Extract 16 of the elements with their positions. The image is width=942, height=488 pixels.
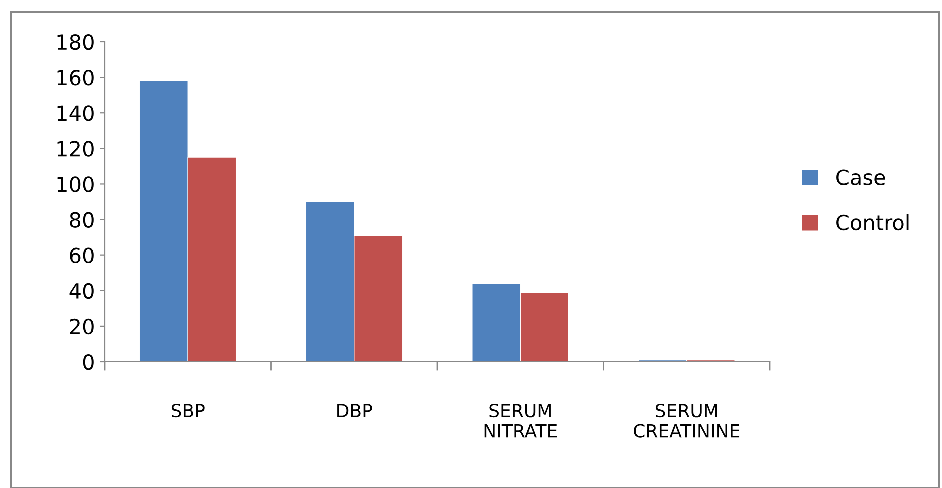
y-tick-label: 40 [70,283,94,300]
y-tick-label: 0 [83,354,94,370]
legend-label: Case [836,170,886,186]
y-tick-label: 20 [70,318,94,335]
y-tick-label: 100 [58,176,94,192]
y-tick-label: 140 [58,106,94,122]
x-tick-label: SERUM NITRATE [484,404,558,438]
y-tick-label: 160 [58,70,94,86]
x-tick-label: DBP [338,404,372,418]
y-tick-label: 180 [58,34,94,50]
legend-label: Control [836,214,909,231]
y-tick-label: 120 [58,141,94,157]
y-tick-label: 60 [70,248,94,264]
x-tick-label: SERUM CREATININE [634,404,740,438]
x-tick-label: SBP [172,404,205,418]
y-tick-label: 80 [70,212,94,228]
